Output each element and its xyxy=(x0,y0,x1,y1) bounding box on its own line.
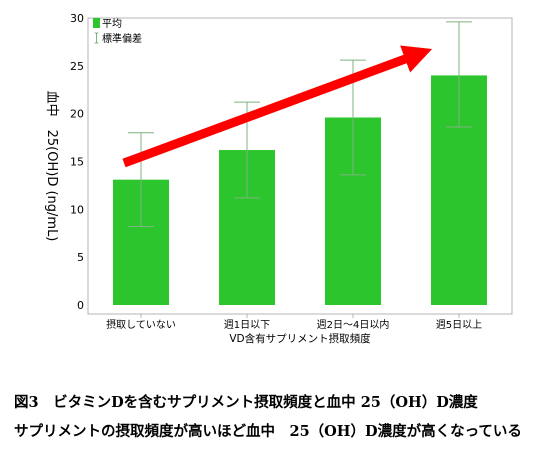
y-tick-label: 10 xyxy=(70,203,84,216)
plot-frame xyxy=(87,17,513,315)
y-tick-label: 0 xyxy=(77,299,84,312)
trend-arrow xyxy=(122,45,433,168)
legend: 平均 標準偏差 xyxy=(93,18,142,45)
bars-layer xyxy=(113,75,487,306)
x-tick-label: 週1日以下 xyxy=(224,319,270,331)
legend-errorbar-symbol xyxy=(94,32,99,44)
y-axis: 0 5 10 15 20 25 30 xyxy=(70,12,84,312)
x-tick-label: 週2日～4日以内 xyxy=(317,318,390,331)
figure-caption-title: 図3 ビタミンDを含むサプリメント摂取頻度と血中 25（OH）D濃度 xyxy=(14,394,478,411)
y-tick-label: 20 xyxy=(70,108,84,121)
x-tick-label: 摂取していない xyxy=(106,318,176,331)
legend-sd-label: 標準偏差 xyxy=(102,32,142,45)
legend-mean-label: 平均 xyxy=(102,18,122,30)
y-tick-label: 5 xyxy=(77,251,84,264)
y-tick-label: 15 xyxy=(70,156,84,169)
legend-mean-swatch xyxy=(93,18,100,28)
x-axis: 摂取していない 週1日以下 週2日～4日以内 週5日以上 xyxy=(106,314,482,331)
bar-chart: 0 5 10 15 20 25 30 摂取していない 週1日以下 週2日～4日以内 週5日以上 V… xyxy=(44,12,513,345)
x-tick-label: 週5日以上 xyxy=(436,319,482,331)
y-tick-label: 30 xyxy=(70,12,84,25)
x-axis-label: VD含有サプリメント摂取頻度 xyxy=(229,332,371,345)
y-tick-label: 25 xyxy=(70,60,84,73)
figure-caption-description: サプリメントの摂取頻度が高いほど血中 25（OH）D濃度が高くなっている xyxy=(14,423,522,440)
y-axis-label: 血中 25(OH)D (ng/mL) xyxy=(44,91,59,242)
